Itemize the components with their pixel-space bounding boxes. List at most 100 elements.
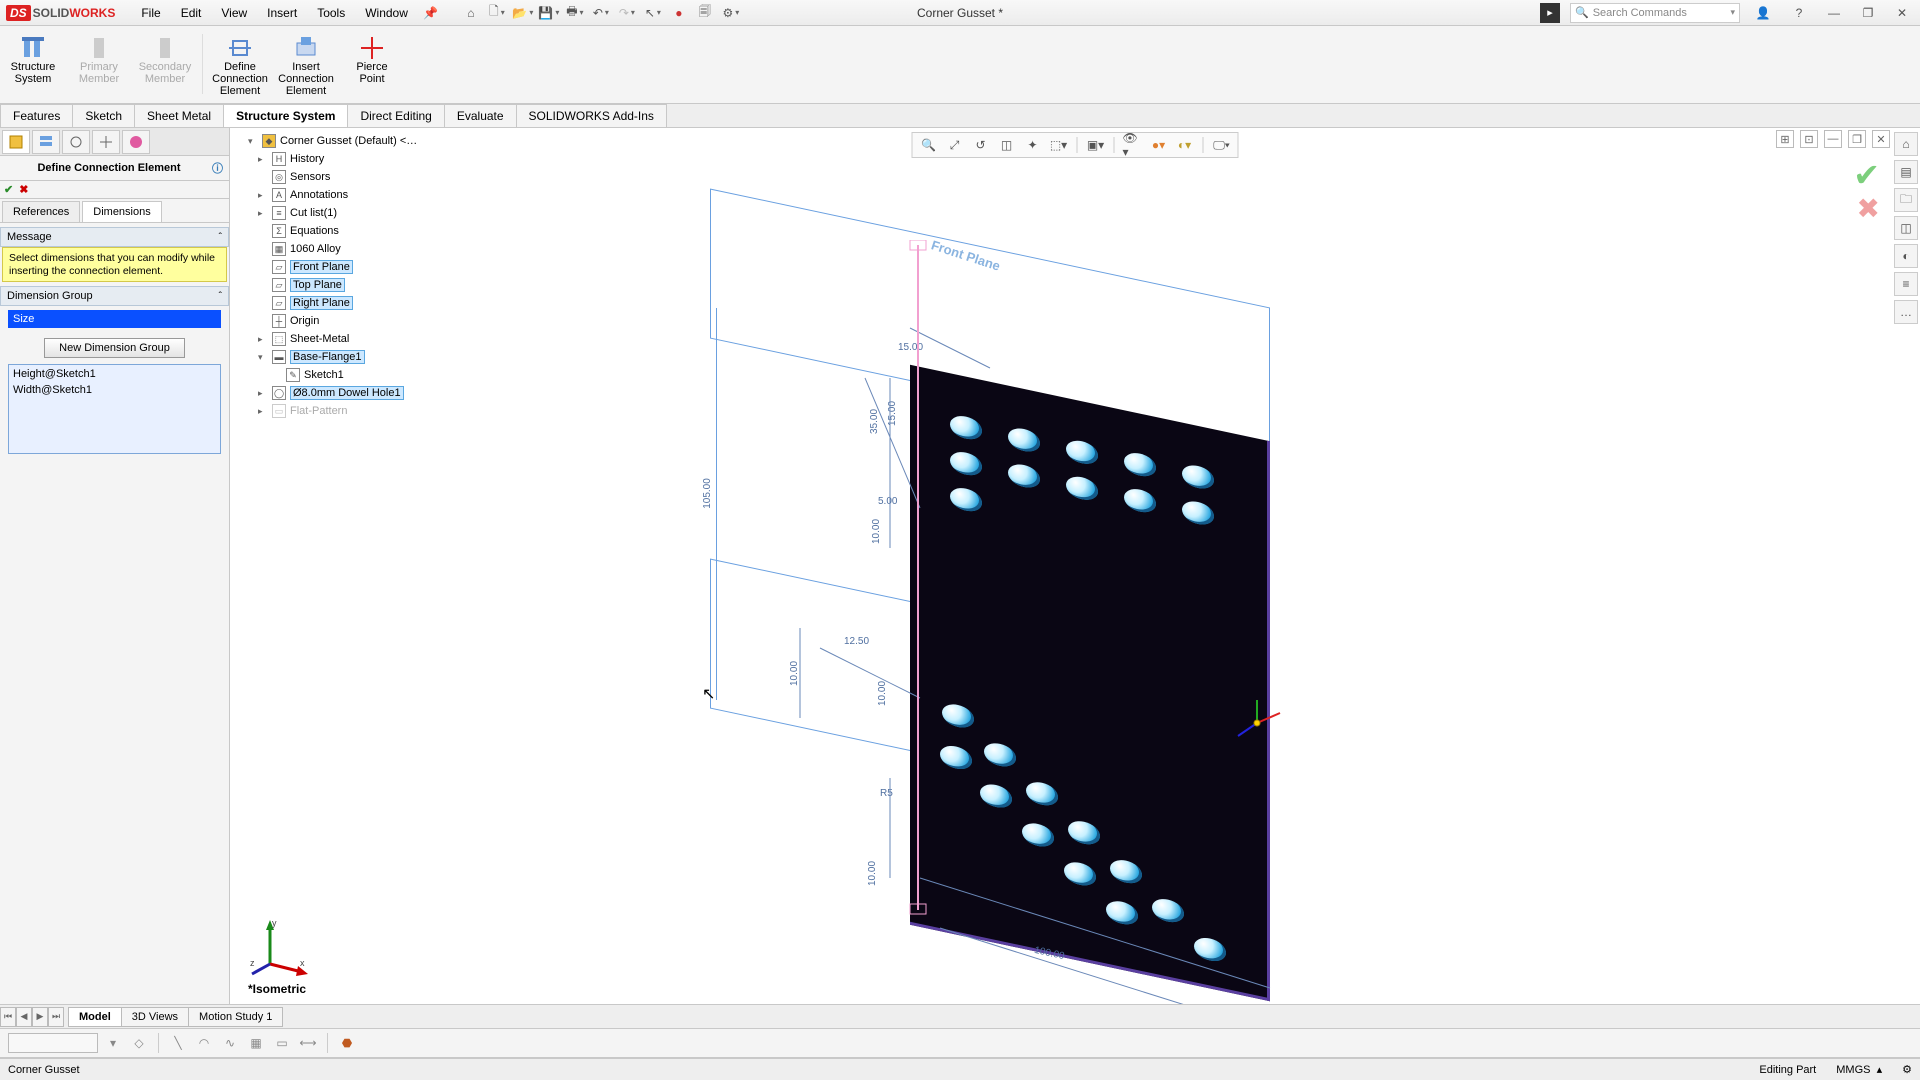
list-item[interactable]: Height@Sketch1	[13, 367, 216, 382]
bottom-tab-motion[interactable]: Motion Study 1	[188, 1007, 283, 1027]
tab-nav-last[interactable]: ⏭	[48, 1007, 64, 1027]
restore-button[interactable]: ❐	[1856, 4, 1880, 22]
status-units[interactable]: MMGS ▴	[1836, 1063, 1882, 1076]
tree-flat-pattern[interactable]: ▸▭Flat-Pattern	[244, 402, 436, 420]
rect-tool-icon[interactable]: ▭	[271, 1032, 293, 1054]
pm-tab-dim[interactable]	[92, 130, 120, 154]
tree-item[interactable]: ┼Origin	[244, 312, 436, 330]
menu-edit[interactable]: Edit	[171, 6, 212, 20]
section-view-icon[interactable]: ◫	[997, 135, 1017, 155]
tree-top-plane[interactable]: ▱Top Plane	[244, 276, 436, 294]
status-extra-icon[interactable]: ⚙	[1902, 1063, 1912, 1076]
taskpane-home-icon[interactable]: ⌂	[1894, 132, 1918, 156]
save-icon[interactable]: 💾▾	[538, 2, 560, 24]
tab-addins[interactable]: SOLIDWORKS Add-Ins	[516, 104, 667, 127]
help-icon[interactable]: ?	[1788, 2, 1810, 24]
menu-insert[interactable]: Insert	[257, 6, 307, 20]
new-dimension-group-button[interactable]: New Dimension Group	[44, 338, 185, 358]
tree-base-flange[interactable]: ▾▬Base-Flange1	[244, 348, 436, 366]
arc-tool-icon[interactable]: ◠	[193, 1032, 215, 1054]
tab-structure-system[interactable]: Structure System	[223, 104, 348, 127]
confirm-corner-cancel[interactable]: ✖	[1857, 192, 1880, 225]
previous-view-icon[interactable]: ↺	[971, 135, 991, 155]
unit-spinner-icon[interactable]: ▾	[102, 1032, 124, 1054]
bottom-tab-3dviews[interactable]: 3D Views	[121, 1007, 189, 1027]
pm-tab-feature[interactable]	[2, 130, 30, 154]
tab-nav-next[interactable]: ▶	[32, 1007, 48, 1027]
tree-item[interactable]: ▸⬚Sheet-Metal	[244, 330, 436, 348]
zoom-fit-icon[interactable]: 🔍	[919, 135, 939, 155]
tree-item[interactable]: ▸HHistory	[244, 150, 436, 168]
menu-view[interactable]: View	[211, 6, 257, 20]
ribbon-insert-connection[interactable]: Insert Connection Element	[273, 30, 339, 100]
taskpane-appearances-icon[interactable]: ◐	[1894, 244, 1918, 268]
new-icon[interactable]: 🗋▾	[486, 2, 508, 24]
view-orientation-icon[interactable]: ⬚▾	[1049, 135, 1069, 155]
tool-a-icon[interactable]: ◇	[128, 1032, 150, 1054]
tab-nav-first[interactable]: ⏮	[0, 1007, 16, 1027]
spline-tool-icon[interactable]: ∿	[219, 1032, 241, 1054]
close-button[interactable]: ✕	[1890, 4, 1914, 22]
minimize-button[interactable]: —	[1822, 4, 1846, 22]
scene-icon[interactable]: ◐▾	[1175, 135, 1195, 155]
pm-message-header[interactable]: Message ˆ	[0, 227, 229, 247]
viewport-min-icon[interactable]: —	[1824, 130, 1842, 148]
tab-sheet-metal[interactable]: Sheet Metal	[134, 104, 224, 127]
pm-subtab-dimensions[interactable]: Dimensions	[82, 201, 161, 222]
pm-cancel-button[interactable]: ✖	[19, 183, 28, 196]
bottom-tab-model[interactable]: Model	[68, 1007, 122, 1027]
tab-features[interactable]: Features	[0, 104, 73, 127]
menu-tools[interactable]: Tools	[307, 6, 355, 20]
tab-evaluate[interactable]: Evaluate	[444, 104, 517, 127]
dimension-list[interactable]: Height@Sketch1 Width@Sketch1	[8, 364, 221, 454]
tree-item[interactable]: ▸≡Cut list(1)	[244, 204, 436, 222]
tree-item[interactable]: ◎Sensors	[244, 168, 436, 186]
display-style-icon[interactable]: ▣▾	[1086, 135, 1106, 155]
ribbon-define-connection[interactable]: Define Connection Element	[207, 30, 273, 100]
appearance-sphere-icon[interactable]: ●▾	[1149, 135, 1169, 155]
ribbon-structure-system[interactable]: Structure System	[0, 30, 66, 100]
taskpane-design-lib-icon[interactable]: ▤	[1894, 160, 1918, 184]
hide-show-icon[interactable]: 👁▾	[1123, 135, 1143, 155]
pm-tab-display[interactable]	[122, 130, 150, 154]
taskpane-custom-props-icon[interactable]: ≡	[1894, 272, 1918, 296]
dynamic-icon[interactable]: ✦	[1023, 135, 1043, 155]
graphics-viewport[interactable]: 🔍 ⤢ ↺ ◫ ✦ ⬚▾ ▣▾ 👁▾ ●▾ ◐▾ 🖵▾ ⊞ ⊡ — ❐ ✕ ✔ …	[230, 128, 1920, 1004]
confirm-corner-ok[interactable]: ✔	[1853, 156, 1880, 194]
rebuild-icon[interactable]: ●	[668, 2, 690, 24]
tree-front-plane[interactable]: ▱Front Plane	[244, 258, 436, 276]
viewport-max-icon[interactable]: ❐	[1848, 130, 1866, 148]
tree-item[interactable]: ▦1060 Alloy	[244, 240, 436, 258]
menu-file[interactable]: File	[131, 6, 170, 20]
zoom-area-icon[interactable]: ⤢	[945, 135, 965, 155]
tab-nav-prev[interactable]: ◀	[16, 1007, 32, 1027]
settings-icon[interactable]: ⚙▾	[720, 2, 742, 24]
pm-tab-property[interactable]	[32, 130, 60, 154]
tree-right-plane[interactable]: ▱Right Plane	[244, 294, 436, 312]
pm-dimgroup-header[interactable]: Dimension Group ˆ	[0, 286, 229, 306]
undo-icon[interactable]: ↶▾	[590, 2, 612, 24]
home-icon[interactable]: ⌂	[460, 2, 482, 24]
open-icon[interactable]: 📂▾	[512, 2, 534, 24]
view-settings-icon[interactable]: 🖵▾	[1212, 135, 1232, 155]
viewport-link-icon[interactable]: ⊡	[1800, 130, 1818, 148]
pm-ok-button[interactable]: ✔	[4, 183, 13, 196]
pm-subtab-references[interactable]: References	[2, 201, 80, 222]
pm-help-icon[interactable]: ⓘ	[212, 160, 223, 176]
pin-icon[interactable]: 📌	[420, 2, 442, 24]
viewport-expand-icon[interactable]: ⊞	[1776, 130, 1794, 148]
dimension-input-field[interactable]	[8, 1033, 98, 1053]
tree-dowel-hole[interactable]: ▸◯Ø8.0mm Dowel Hole1	[244, 384, 436, 402]
redo-icon[interactable]: ↷▾	[616, 2, 638, 24]
search-commands-input[interactable]: 🔍 Search Commands ▾	[1570, 3, 1740, 23]
tree-root[interactable]: ▾◆Corner Gusset (Default) <…	[244, 132, 436, 150]
tab-direct-editing[interactable]: Direct Editing	[347, 104, 444, 127]
menu-window[interactable]: Window	[355, 6, 418, 20]
line-tool-icon[interactable]: ╲	[167, 1032, 189, 1054]
login-icon[interactable]: 👤	[1752, 2, 1774, 24]
tree-item[interactable]: ✎Sketch1	[244, 366, 436, 384]
weld-tool-icon[interactable]: ⬣	[336, 1032, 358, 1054]
tab-sketch[interactable]: Sketch	[72, 104, 135, 127]
dim-tool-icon[interactable]: ⟷	[297, 1032, 319, 1054]
select-icon[interactable]: ↖▾	[642, 2, 664, 24]
